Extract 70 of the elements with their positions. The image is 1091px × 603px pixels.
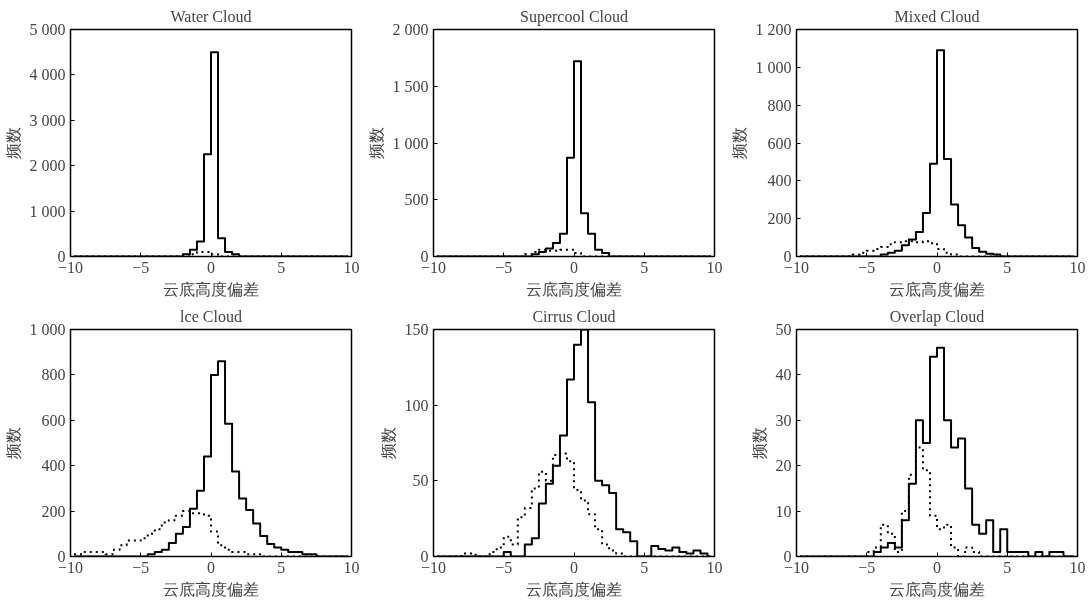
x-tick-label: 0 (207, 558, 215, 576)
x-tick-label: −5 (495, 258, 513, 276)
chart-title: Cirrus Cloud (532, 307, 616, 325)
x-axis-title: 云底高度偏差 (163, 280, 259, 298)
x-tick-label: 5 (277, 558, 286, 576)
x-tick-label: −5 (132, 258, 150, 276)
y-tick-label: 1 000 (29, 202, 66, 220)
x-tick-label: 0 (207, 258, 215, 276)
y-tick-label: 200 (767, 210, 792, 228)
x-axis-title: 云底高度偏差 (526, 280, 622, 298)
x-tick-label: 10 (706, 558, 723, 576)
x-tick-label: 10 (706, 258, 723, 276)
y-tick-label: 600 (767, 134, 792, 152)
y-axis-title: 频数 (730, 127, 748, 159)
y-axis-title: 频数 (379, 427, 397, 459)
x-tick-label: 10 (1069, 558, 1086, 576)
x-tick-label: 0 (570, 558, 578, 576)
chart-title: Overlap Cloud (889, 307, 985, 326)
x-tick-label: −5 (858, 558, 876, 576)
y-tick-label: 200 (41, 502, 66, 520)
x-tick-label: 0 (570, 258, 578, 276)
y-tick-label: 1 500 (392, 77, 429, 95)
y-tick-label: 1 000 (392, 134, 429, 152)
y-tick-label: 50 (412, 472, 429, 490)
y-tick-label: 800 (41, 366, 66, 384)
x-tick-label: −5 (132, 558, 150, 576)
x-tick-label: 5 (1003, 258, 1012, 276)
y-axis-title: 频数 (750, 427, 768, 459)
y-axis-title: 频数 (367, 127, 385, 159)
x-tick-label: 10 (1069, 258, 1086, 276)
y-tick-label: 800 (767, 96, 792, 114)
x-axis-title: 云底高度偏差 (163, 580, 259, 598)
y-axis-title: 频数 (4, 127, 22, 159)
y-tick-label: 500 (404, 191, 429, 209)
y-axis-title: 频数 (4, 427, 22, 459)
x-tick-label: 10 (343, 258, 360, 276)
y-tick-label: 1 200 (755, 21, 792, 38)
x-axis-title: 云底高度偏差 (889, 280, 985, 298)
y-tick-label: 10 (775, 502, 792, 520)
y-tick-label: 4 000 (29, 66, 66, 84)
x-tick-label: 0 (933, 558, 941, 576)
x-axis-title: 云底高度偏差 (889, 580, 985, 598)
x-axis-title: 云底高度偏差 (526, 580, 622, 598)
y-tick-label: 3 000 (29, 111, 66, 129)
y-tick-label: 2 000 (392, 21, 429, 38)
x-tick-label: −5 (858, 258, 876, 276)
x-tick-label: 5 (1003, 558, 1012, 576)
y-tick-label: 150 (404, 321, 429, 338)
x-tick-label: 5 (640, 258, 649, 276)
x-tick-label: 5 (277, 258, 286, 276)
y-tick-label: 400 (767, 172, 792, 190)
y-tick-label: 30 (775, 411, 792, 429)
y-tick-label: 5 000 (29, 21, 66, 38)
x-tick-label: −5 (495, 558, 513, 576)
x-tick-label: 5 (640, 558, 649, 576)
y-tick-label: 50 (775, 321, 792, 338)
y-tick-label: 2 000 (29, 157, 66, 175)
y-tick-label: 100 (404, 396, 429, 414)
x-tick-label: 0 (933, 258, 941, 276)
y-tick-label: 1 000 (29, 321, 66, 338)
y-tick-label: 40 (775, 366, 792, 384)
y-tick-label: 600 (41, 411, 66, 429)
y-tick-label: 400 (41, 457, 66, 475)
chart-title: Supercool Cloud (520, 7, 628, 26)
y-tick-label: 1 000 (755, 58, 792, 76)
y-tick-label: 20 (775, 457, 792, 475)
chart-title: lce Cloud (180, 307, 242, 325)
chart-title: Water Cloud (170, 7, 252, 25)
x-tick-label: 10 (343, 558, 360, 576)
chart-title: Mixed Cloud (894, 7, 980, 25)
